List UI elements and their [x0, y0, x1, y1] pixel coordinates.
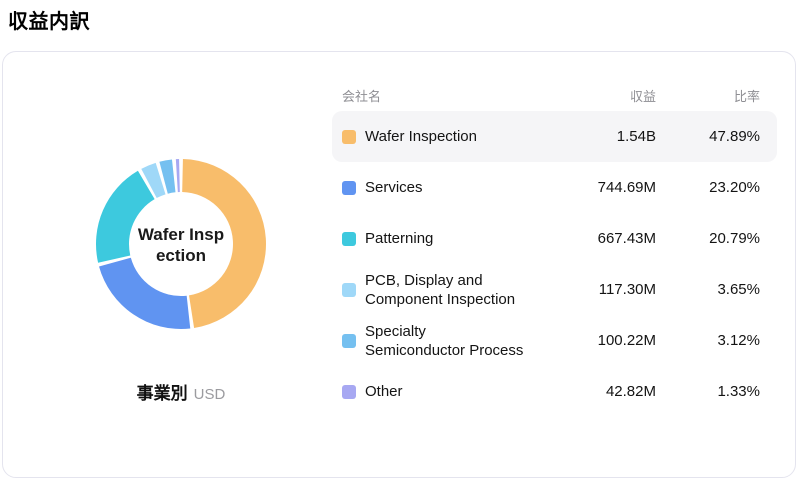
legend-table-header: 会社名 収益 比率 — [332, 85, 777, 105]
series-color-swatch — [342, 333, 356, 348]
row-name-cell: Wafer Inspection — [342, 127, 566, 146]
donut-center-line2: ection — [155, 246, 207, 265]
row-name-cell: Other — [342, 382, 566, 401]
series-ratio: 3.65% — [717, 281, 760, 298]
series-color-swatch — [342, 180, 356, 195]
donut-segment[interactable] — [96, 170, 155, 263]
chart-caption-unit: USD — [193, 386, 226, 403]
row-name-cell: PCB, Display and Component Inspection — [342, 271, 566, 309]
series-ratio: 20.79% — [709, 230, 760, 247]
page-title: 収益内訳 — [8, 11, 90, 33]
legend-rows: Wafer Inspection 1.54B 47.89% Services 7… — [332, 111, 777, 417]
chart-caption-title: 事業別 — [136, 384, 188, 403]
series-label: Wafer Inspection — [365, 128, 477, 145]
series-label: Other — [365, 383, 403, 400]
header-ratio: 比率 — [733, 88, 760, 104]
donut-chart[interactable] — [91, 154, 271, 334]
series-revenue: 117.30M — [598, 281, 656, 298]
donut-segment[interactable] — [159, 159, 176, 194]
table-row[interactable]: Services 744.69M 23.20% — [332, 162, 777, 213]
revenue-breakdown-card: Wafer Insp ection 事業別 USD 会社名 収益 比率 Wafer… — [2, 51, 796, 478]
series-color-swatch — [342, 384, 356, 399]
row-name-cell: Services — [342, 178, 566, 197]
donut-segment[interactable] — [182, 159, 267, 328]
series-color-swatch — [342, 129, 356, 144]
donut-segment[interactable] — [175, 159, 180, 193]
table-row[interactable]: Other 42.82M 1.33% — [332, 366, 777, 417]
series-label: Patterning — [365, 230, 434, 247]
series-revenue: 42.82M — [605, 383, 656, 400]
row-name-cell: Specialty Semiconductor Process — [342, 322, 566, 360]
header-company-name: 会社名 — [342, 88, 382, 104]
series-revenue: 100.22M — [597, 332, 656, 349]
series-ratio: 1.33% — [717, 383, 760, 400]
series-ratio: 47.89% — [709, 128, 760, 145]
series-label: Services — [365, 179, 423, 196]
series-ratio: 23.20% — [709, 179, 760, 196]
table-row[interactable]: PCB, Display and Component Inspection 11… — [332, 264, 777, 315]
series-revenue: 667.43M — [597, 230, 656, 247]
table-row[interactable]: Wafer Inspection 1.54B 47.89% — [332, 111, 777, 162]
series-color-swatch — [342, 231, 356, 246]
header-revenue: 収益 — [629, 88, 656, 104]
series-ratio: 3.12% — [717, 332, 760, 349]
series-label: Specialty Semiconductor Process — [365, 322, 524, 359]
row-name-cell: Patterning — [342, 229, 566, 248]
donut-chart-svg — [96, 159, 267, 329]
table-row[interactable]: Specialty Semiconductor Process 100.22M … — [332, 315, 777, 366]
chart-caption: 事業別 USD — [31, 379, 331, 404]
donut-center-label: Wafer Insp ection — [106, 224, 256, 266]
donut-segment[interactable] — [99, 257, 191, 329]
series-revenue: 1.54B — [616, 128, 656, 145]
legend-table: 会社名 収益 比率 Wafer Inspection 1.54B 47.89% … — [332, 85, 777, 417]
series-color-swatch — [342, 282, 356, 297]
table-row[interactable]: Patterning 667.43M 20.79% — [332, 213, 777, 264]
series-revenue: 744.69M — [597, 179, 656, 196]
series-label: PCB, Display and Component Inspection — [365, 271, 516, 308]
donut-center-line1: Wafer Insp — [137, 225, 225, 244]
donut-segment[interactable] — [141, 162, 166, 199]
